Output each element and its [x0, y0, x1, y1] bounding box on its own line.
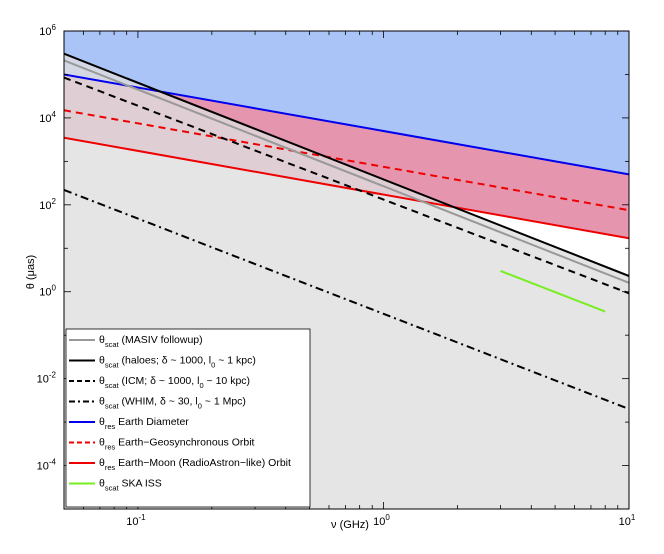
y-tick-label: 10-4: [37, 458, 57, 473]
x-tick-label: 101: [619, 513, 636, 528]
series-line-3: [64, 189, 629, 410]
legend-entry-text: θres Earth Diameter: [99, 416, 189, 431]
y-tick-label: 106: [39, 23, 56, 38]
region-above-earth-diameter: [64, 31, 629, 175]
series-line-2: [64, 76, 629, 295]
x-tick-label: 10-1: [126, 513, 146, 528]
legend-entry-text: θres Earth−Moon (RadioAstron−like) Orbit: [99, 457, 291, 472]
series-line-7: [500, 270, 606, 313]
legend: θscat (MASIV followup) θscat (haloes; δ ~…: [65, 328, 311, 508]
y-axis-label: θ (μas): [25, 255, 37, 289]
legend-entry-text: θscat SKA ISS: [99, 478, 162, 493]
series-line-6: [64, 136, 629, 240]
y-tick-label: 102: [39, 197, 56, 212]
legend-entry-text: θscat (ICM; δ ~ 1000, l0 ~ 10 kpc): [99, 375, 250, 390]
series-line-0: [64, 59, 629, 284]
y-tick-label: 100: [39, 284, 56, 299]
legend-box: [65, 328, 311, 508]
legend-entry-text: θres Earth−Geosynchronous Orbit: [99, 437, 255, 452]
legend-entry-text: θscat (WHIM, δ ~ 30, l0 ~ 1 Mpc): [99, 396, 246, 411]
series-line-1: [64, 52, 629, 277]
y-tick-label: 10-2: [37, 371, 57, 386]
plot-frame: [63, 30, 630, 510]
x-axis-label: ν (GHz): [331, 519, 369, 531]
legend-entry-text: θscat (haloes; δ ~ 1000, l0 ~ 1 kpc): [99, 355, 256, 370]
x-tick-label: 100: [373, 513, 390, 528]
legend-entry-text: θscat (MASIV followup): [99, 334, 203, 349]
y-tick-label: 104: [39, 110, 56, 125]
